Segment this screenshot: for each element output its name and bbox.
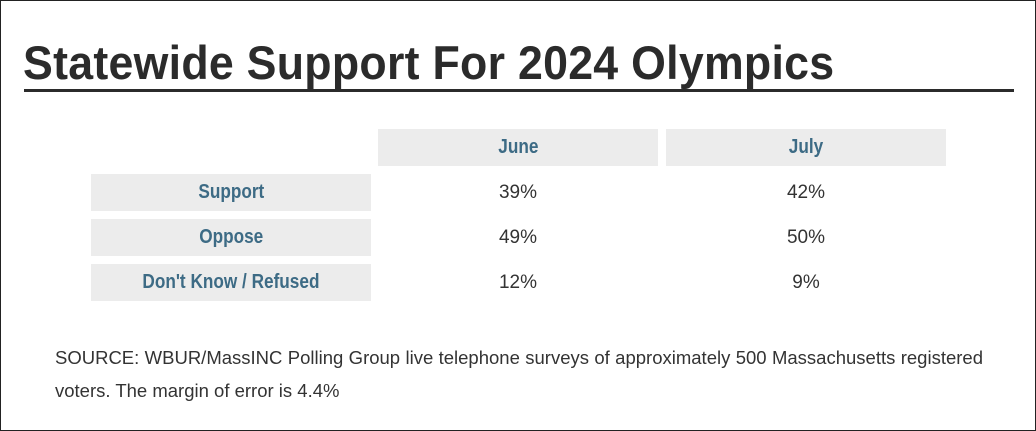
row-label-oppose: Oppose — [91, 219, 371, 256]
row-label: Don't Know / Refused — [142, 271, 320, 293]
cell-oppose-june: 49% — [498, 226, 538, 248]
source-note: SOURCE: WBUR/MassINC Polling Group live … — [55, 347, 983, 401]
column-header-label: June — [497, 136, 539, 158]
chart-title: Statewide Support For 2024 Olympics — [23, 36, 835, 89]
column-header-june: June — [378, 129, 658, 166]
column-header-label: July — [788, 136, 824, 158]
cell-support-june: 39% — [498, 181, 538, 203]
cell-dont-know-june: 12% — [498, 271, 538, 293]
row-label: Support — [198, 181, 264, 203]
column-header-july: July — [666, 129, 946, 166]
cell-support-july: 42% — [786, 181, 826, 203]
row-label-support: Support — [91, 174, 371, 211]
cell-oppose-july: 50% — [786, 226, 826, 248]
row-label: Oppose — [198, 226, 264, 248]
row-label-dont-know: Don't Know / Refused — [91, 264, 371, 301]
title-underline — [24, 89, 1014, 92]
cell-dont-know-july: 9% — [792, 271, 820, 293]
